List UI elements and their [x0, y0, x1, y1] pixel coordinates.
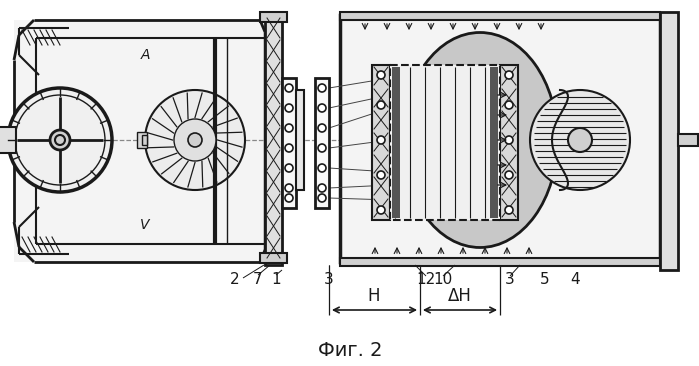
Text: 5: 5	[540, 273, 550, 288]
Bar	[260, 253, 287, 263]
Bar	[14, 20, 265, 262]
Bar	[0, 127, 16, 153]
Circle shape	[174, 119, 216, 161]
Circle shape	[145, 90, 245, 190]
Circle shape	[318, 194, 326, 202]
Text: 3: 3	[324, 273, 334, 288]
Circle shape	[530, 90, 630, 190]
Bar	[390, 65, 500, 220]
Circle shape	[50, 130, 70, 150]
Circle shape	[8, 88, 112, 192]
Circle shape	[285, 164, 293, 172]
Bar	[340, 258, 660, 266]
Circle shape	[377, 71, 385, 79]
Text: A: A	[140, 48, 150, 62]
Text: 1: 1	[271, 273, 281, 288]
Bar	[372, 65, 390, 220]
Circle shape	[377, 101, 385, 109]
Circle shape	[318, 104, 326, 112]
Bar	[296, 90, 304, 190]
Circle shape	[377, 171, 385, 179]
Bar	[137, 132, 147, 148]
Circle shape	[285, 124, 293, 132]
Bar	[678, 134, 698, 146]
Bar	[340, 15, 660, 262]
Bar	[282, 78, 296, 208]
Circle shape	[188, 133, 202, 147]
Circle shape	[505, 171, 513, 179]
Circle shape	[55, 135, 65, 145]
Bar	[392, 67, 400, 218]
Circle shape	[505, 101, 513, 109]
Circle shape	[285, 104, 293, 112]
Bar	[490, 67, 498, 218]
Text: 4: 4	[570, 273, 579, 288]
Bar	[660, 12, 678, 270]
Bar	[315, 78, 329, 208]
Circle shape	[285, 84, 293, 92]
Text: 12: 12	[417, 273, 435, 288]
Bar	[265, 15, 282, 265]
Circle shape	[318, 164, 326, 172]
Text: 3: 3	[505, 273, 515, 288]
Text: 7: 7	[253, 273, 263, 288]
Bar	[340, 12, 660, 20]
Circle shape	[505, 71, 513, 79]
Circle shape	[318, 184, 326, 192]
Circle shape	[285, 184, 293, 192]
Text: H: H	[368, 287, 380, 305]
Circle shape	[377, 136, 385, 144]
Circle shape	[377, 206, 385, 214]
Circle shape	[505, 136, 513, 144]
Circle shape	[285, 144, 293, 152]
Text: 2: 2	[230, 273, 240, 288]
Text: V: V	[140, 218, 150, 232]
Circle shape	[318, 84, 326, 92]
Circle shape	[505, 206, 513, 214]
Bar	[260, 12, 287, 22]
Circle shape	[318, 124, 326, 132]
Text: ΔH: ΔH	[448, 287, 472, 305]
Bar	[500, 65, 518, 220]
Text: Фиг. 2: Фиг. 2	[318, 340, 382, 359]
Text: 10: 10	[433, 273, 453, 288]
Circle shape	[568, 128, 592, 152]
Circle shape	[318, 144, 326, 152]
Circle shape	[285, 194, 293, 202]
Ellipse shape	[403, 33, 558, 247]
Bar	[142, 135, 147, 145]
